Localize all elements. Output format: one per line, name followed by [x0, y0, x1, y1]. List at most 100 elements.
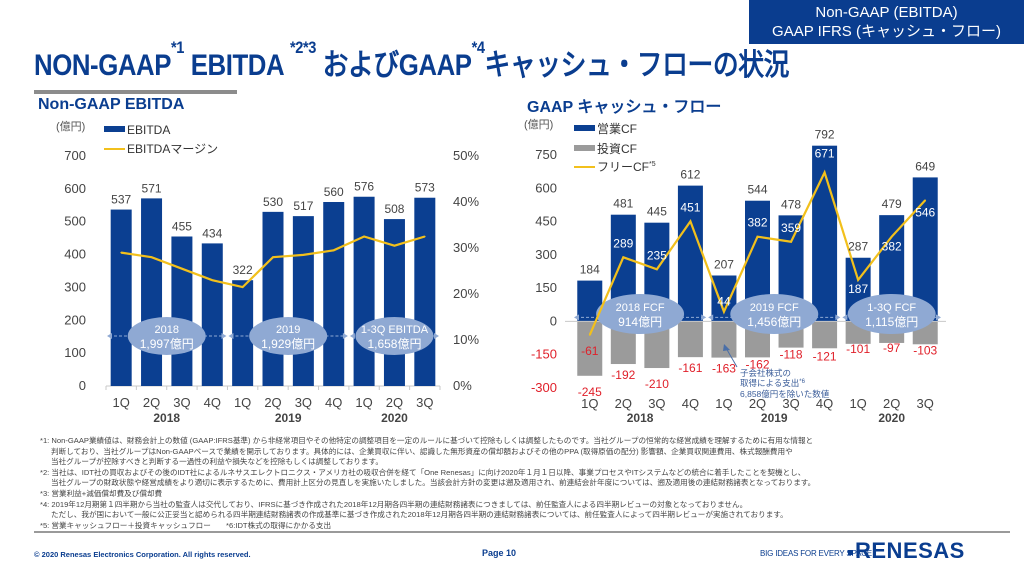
investing-cf-value-label: -118 — [779, 348, 802, 362]
cashflow-legend: 営業CF 投資CF フリーCF*5 — [574, 122, 656, 174]
investing-cf-value-label: -163 — [712, 362, 736, 376]
investing-cf-value-label: -192 — [611, 368, 635, 382]
ebitda-value-label: 530 — [263, 195, 283, 209]
arrow-head-right — [434, 333, 439, 339]
year-group-label: 2018 — [627, 411, 654, 425]
x-tick-label: 3Q — [173, 395, 190, 410]
free-cf-value-label: 187 — [848, 282, 868, 296]
footnote-line: *5: 営業キャッシュフロー＋投資キャッシュフロー *6:IDT株式の取得にかか… — [40, 520, 332, 530]
title-footnote-ref-3: *4 — [471, 38, 485, 57]
free-cf-point — [723, 310, 725, 313]
arrow-head-right — [835, 314, 841, 321]
period-fcf-bubble — [730, 294, 819, 334]
y-tick-label: 500 — [64, 214, 86, 229]
free-cf-point — [689, 220, 692, 223]
ebitda-value-label: 576 — [354, 180, 374, 194]
x-tick-label: 1Q — [849, 396, 866, 411]
x-tick-label: 2Q — [143, 395, 160, 410]
year-group-label: 2020 — [878, 411, 905, 425]
free-cf-point — [756, 235, 759, 238]
x-tick-label: 1Q — [113, 395, 130, 410]
x-tick-label: 4Q — [816, 396, 833, 411]
arrow-head-right — [936, 314, 941, 321]
investing-cf-bar — [711, 321, 737, 358]
period-fcf-bubble — [847, 294, 936, 334]
y2-tick-label: 30% — [453, 240, 479, 255]
page-title: NON-GAAP*1 EBITDA *2*3 およびGAAP*4キャッシュ・フロ… — [34, 38, 789, 84]
x-tick-label: 2Q — [749, 396, 766, 411]
logo-mark-icon — [848, 549, 853, 555]
tag-line-2: GAAP IFRS (キャッシュ・フロー) — [772, 23, 1001, 40]
y-tick-label: 600 — [64, 181, 86, 196]
free-cf-point — [622, 256, 625, 259]
ebitda-unit-label: (億円) — [56, 120, 85, 133]
footnote-line: 判断しており、当社グループはNon-GAAPベースで業績を開示しております。具体… — [51, 446, 793, 456]
callout-arrow-line — [725, 347, 738, 368]
operating-cf-bar — [677, 185, 703, 322]
ebitda-section-title: Non-GAAP EBITDA — [38, 96, 185, 113]
year-group-label: 2019 — [275, 411, 302, 425]
year-group-label: 2018 — [153, 411, 180, 425]
free-cf-point — [588, 334, 591, 336]
free-cf-value-label: 289 — [613, 236, 633, 250]
period-fcf-value: 1,456億円 — [747, 315, 801, 329]
y-tick-label: 0 — [79, 378, 86, 393]
x-tick-label: 3Q — [917, 396, 934, 411]
legend-swatch-operating-cf — [574, 125, 595, 131]
operating-cf-value-label: 184 — [580, 263, 600, 277]
operating-cf-value-label: 612 — [680, 168, 700, 182]
investing-cf-value-label: -97 — [883, 341, 901, 355]
y-tick-label: 600 — [535, 180, 557, 195]
section-divider — [34, 90, 237, 94]
renesas-logo: RENESAS — [848, 538, 965, 564]
x-tick-label: 4Q — [682, 396, 699, 411]
year-group-label: 2019 — [761, 411, 788, 425]
x-tick-label: 1Q — [581, 396, 598, 411]
period-total-label: 1-3Q EBITDA — [361, 324, 429, 336]
title-footnote-ref-2: *2*3 — [289, 38, 316, 57]
x-tick-label: 3Q — [295, 395, 312, 410]
period-total-value: 1,929億円 — [261, 337, 315, 351]
investing-cf-value-label: -161 — [678, 361, 702, 375]
y-tick-label: 100 — [64, 345, 86, 360]
x-tick-label: 2Q — [386, 395, 403, 410]
free-cf-value-label: 359 — [781, 221, 801, 235]
x-tick-label: 1Q — [355, 395, 372, 410]
y-tick-label: 200 — [64, 312, 86, 327]
x-tick-label: 3Q — [416, 395, 433, 410]
arrow-head-left — [228, 333, 234, 339]
investing-cf-value-label: -121 — [813, 349, 837, 363]
y-tick-label: -300 — [531, 380, 557, 395]
year-group-label: 2020 — [381, 411, 408, 425]
arrow-head-right — [701, 314, 707, 321]
ebitda-margin-point — [181, 267, 183, 270]
ebitda-value-label: 322 — [233, 263, 253, 277]
operating-cf-value-label: 445 — [647, 205, 667, 219]
ebitda-margin-point — [272, 256, 274, 259]
y-tick-label: -150 — [531, 347, 557, 362]
period-total-bubble — [249, 317, 328, 355]
y-tick-label: 700 — [64, 148, 86, 163]
period-total-label: 2018 — [154, 324, 178, 336]
investing-cf-value-label: -245 — [578, 385, 602, 399]
title-footnote-ref-1: *1 — [171, 38, 185, 57]
footnote-line: *1: Non-GAAP業績値は、財務会計上の数値 (GAAP:IFRS基準) … — [40, 436, 814, 445]
operating-cf-value-label: 478 — [781, 197, 801, 211]
y-tick-label: 300 — [535, 247, 557, 262]
y-tick-label: 150 — [535, 280, 557, 295]
free-cf-value-label: 382 — [747, 216, 767, 230]
footnote-line: *2: 当社は、IDT社の買収およびその後のIDT社によるルネサスエレクトロニク… — [40, 467, 806, 477]
period-total-label: 2019 — [276, 324, 300, 336]
ebitda-bar — [232, 280, 254, 386]
x-tick-label: 4Q — [204, 395, 221, 410]
y-tick-label: 450 — [535, 214, 557, 229]
investing-cf-value-label: -162 — [745, 357, 769, 371]
ebitda-value-label: 560 — [324, 185, 344, 199]
period-fcf-label: 1-3Q FCF — [867, 302, 916, 314]
title-text-3: およびGAAP — [315, 49, 472, 82]
y2-tick-label: 0% — [453, 378, 472, 393]
legend-swatch-margin — [104, 148, 125, 150]
slogan: BIG IDEAS FOR EVERY SPACE — [760, 549, 872, 558]
operating-cf-value-label: 792 — [815, 128, 835, 142]
